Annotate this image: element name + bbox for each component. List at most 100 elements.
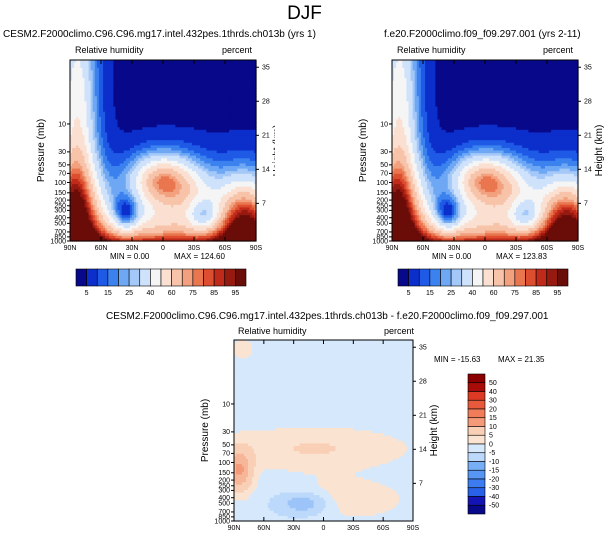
heatmap-cell bbox=[214, 194, 218, 198]
heatmap-cell bbox=[121, 184, 125, 188]
heatmap-cell bbox=[119, 85, 123, 90]
heatmap-cell bbox=[127, 163, 131, 167]
heatmap-cell bbox=[210, 202, 214, 206]
heatmap-cell bbox=[134, 127, 137, 131]
heatmap-cell bbox=[123, 78, 127, 82]
heatmap-cell bbox=[98, 173, 102, 177]
heatmap-cell bbox=[86, 145, 90, 149]
heatmap-cell bbox=[113, 106, 117, 110]
heatmap-cell bbox=[173, 222, 176, 227]
heatmap-cell bbox=[187, 178, 191, 183]
heatmap-cell bbox=[163, 212, 166, 216]
heatmap-cell bbox=[123, 171, 127, 175]
heatmap-cell bbox=[76, 189, 79, 193]
heatmap-cell bbox=[185, 166, 189, 170]
heatmap-cell bbox=[92, 75, 96, 79]
heatmap-cell bbox=[200, 181, 203, 185]
heatmap-cell bbox=[138, 142, 141, 146]
heatmap-cell bbox=[175, 184, 179, 188]
heatmap-cell bbox=[117, 215, 121, 219]
heatmap-cell bbox=[123, 60, 127, 64]
heatmap-cell bbox=[115, 142, 119, 146]
heatmap-cell bbox=[78, 238, 81, 242]
heatmap-cell bbox=[72, 101, 75, 105]
heatmap-cell bbox=[150, 109, 154, 113]
heatmap-cell bbox=[160, 72, 164, 77]
heatmap-cell bbox=[206, 85, 210, 90]
heatmap-cell bbox=[183, 212, 187, 216]
heatmap-cell bbox=[78, 78, 81, 82]
heatmap-cell bbox=[173, 140, 176, 144]
heatmap-cell bbox=[105, 142, 108, 146]
heatmap-cell bbox=[84, 163, 88, 167]
heatmap-cell bbox=[115, 101, 119, 105]
heatmap-cell bbox=[86, 106, 90, 110]
heatmap-cell bbox=[212, 65, 216, 69]
heatmap-cell bbox=[189, 98, 193, 102]
heatmap-cell bbox=[74, 132, 77, 136]
heatmap-cell bbox=[154, 124, 158, 128]
heatmap-cell bbox=[156, 109, 160, 113]
heatmap-cell bbox=[136, 184, 139, 188]
heatmap-cell bbox=[158, 78, 162, 82]
heatmap-cell bbox=[208, 217, 212, 221]
heatmap-cell bbox=[154, 114, 158, 118]
heatmap-cell bbox=[107, 163, 110, 167]
heatmap-cell bbox=[148, 173, 152, 177]
heatmap-cell bbox=[138, 132, 141, 136]
heatmap-cell bbox=[111, 153, 114, 157]
heatmap-cell bbox=[136, 116, 139, 121]
heatmap-cell bbox=[115, 204, 119, 208]
heatmap-cell bbox=[148, 111, 152, 115]
heatmap-cell bbox=[119, 209, 123, 214]
heatmap-cell bbox=[136, 75, 139, 79]
heatmap-cell bbox=[150, 93, 154, 97]
heatmap-cell bbox=[173, 228, 176, 232]
heatmap-cell bbox=[160, 137, 164, 141]
heatmap-cell bbox=[94, 158, 98, 162]
heatmap-cell bbox=[144, 88, 148, 92]
heatmap-cell bbox=[156, 228, 160, 232]
heatmap-cell bbox=[165, 150, 168, 154]
heatmap-cell bbox=[70, 222, 73, 227]
heatmap-cell bbox=[138, 222, 141, 227]
heatmap-cell bbox=[158, 160, 162, 165]
heatmap-cell bbox=[123, 91, 127, 95]
heatmap-cell bbox=[150, 199, 154, 203]
heatmap-cell bbox=[82, 65, 86, 69]
heatmap-cell bbox=[80, 215, 83, 219]
heatmap-cell bbox=[185, 109, 189, 113]
heatmap-cell bbox=[179, 75, 183, 79]
heatmap-cell bbox=[138, 233, 141, 237]
heatmap-cell bbox=[72, 222, 75, 227]
heatmap-cell bbox=[167, 220, 170, 224]
heatmap-cell bbox=[200, 85, 203, 90]
heatmap-cell bbox=[142, 145, 145, 149]
heatmap-cell bbox=[175, 158, 179, 162]
heatmap-cell bbox=[150, 238, 154, 242]
heatmap-cell bbox=[194, 181, 197, 185]
heatmap-cell bbox=[152, 166, 156, 170]
heatmap-cell bbox=[179, 103, 183, 108]
heatmap-cell bbox=[94, 101, 98, 105]
heatmap-cell bbox=[129, 158, 133, 162]
heatmap-cell bbox=[150, 225, 154, 229]
heatmap-cell bbox=[214, 129, 218, 133]
heatmap-cell bbox=[86, 204, 90, 208]
heatmap-cell bbox=[140, 62, 143, 66]
heatmap-cell bbox=[132, 181, 135, 185]
heatmap-cell bbox=[200, 96, 203, 100]
heatmap-cell bbox=[90, 114, 94, 118]
heatmap-cell bbox=[204, 140, 207, 144]
heatmap-cell bbox=[179, 111, 183, 115]
heatmap-cell bbox=[138, 78, 141, 82]
heatmap-cell bbox=[94, 207, 98, 211]
heatmap-cell bbox=[198, 191, 201, 196]
heatmap-cell bbox=[163, 233, 166, 237]
heatmap-cell bbox=[142, 62, 145, 66]
heatmap-cell bbox=[86, 160, 90, 165]
heatmap-cell bbox=[163, 186, 166, 190]
heatmap-cell bbox=[92, 72, 96, 77]
heatmap-cell bbox=[140, 80, 143, 84]
heatmap-cell bbox=[119, 111, 123, 115]
